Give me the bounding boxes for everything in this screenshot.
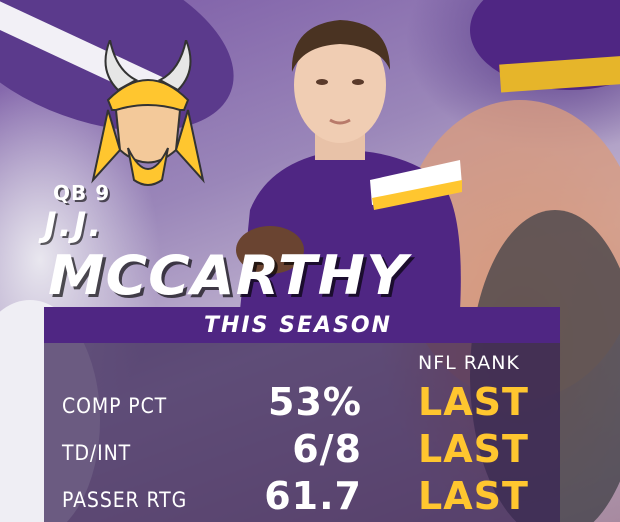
player-first-name: J.J. <box>44 205 104 245</box>
season-header-label: THIS SEASON <box>204 312 392 338</box>
stat-label-passer-rtg: PASSER RTG <box>62 488 188 512</box>
vikings-head-icon <box>91 40 205 186</box>
stat-rank-td-int: LAST <box>418 427 529 471</box>
stat-label-comp-pct: COMP PCT <box>62 394 168 418</box>
player-portrait <box>236 20 462 310</box>
stat-value-td-int: 6/8 <box>292 427 362 471</box>
stat-rank-comp-pct: LAST <box>418 380 529 424</box>
season-header-bar: THIS SEASON <box>44 307 560 343</box>
stat-label-td-int: TD/INT <box>62 441 132 465</box>
stat-value-comp-pct: 53% <box>268 380 362 424</box>
rank-column-header: NFL RANK <box>418 352 520 374</box>
player-position-number: QB 9 <box>53 181 111 205</box>
stat-value-passer-rtg: 61.7 <box>264 474 362 518</box>
stat-rank-passer-rtg: LAST <box>418 474 529 518</box>
stats-panel <box>44 343 560 522</box>
player-last-name: MCCARTHY <box>48 244 409 307</box>
